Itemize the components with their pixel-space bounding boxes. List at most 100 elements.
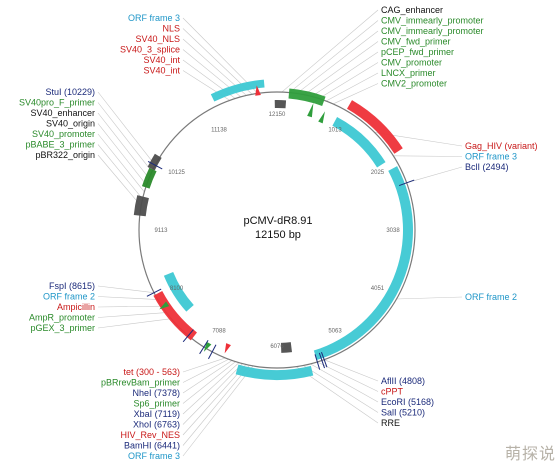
cag-enhancer-block: [274, 100, 287, 109]
enzyme-cut-4: [208, 344, 217, 360]
orf-frame3-top-arc: [210, 79, 265, 102]
leader-line: [393, 155, 463, 157]
tick-label: 7088: [212, 328, 226, 334]
label-top-right: CMV2_promoter: [381, 79, 447, 89]
label-bottom-left: XbaI (7119): [134, 409, 180, 419]
leader-line: [182, 365, 254, 457]
leader-line: [318, 62, 379, 99]
leader-line: [303, 365, 379, 413]
leader-line: [97, 318, 172, 329]
label-right: ORF frame 3: [465, 152, 517, 162]
label-left-mid: Ampicillin: [57, 302, 95, 312]
orf-frame3-right-arc: [332, 116, 386, 168]
label-bottom-right: AflII (4808): [381, 376, 425, 386]
sv40-origin-block: [147, 153, 162, 171]
label-left-mid: ORF frame 2: [43, 292, 95, 302]
label-left: StuI (10229): [45, 87, 95, 97]
leader-line: [324, 359, 379, 382]
label-bottom-right: SalI (5210): [381, 408, 425, 418]
enzyme-cut-1: [320, 351, 328, 368]
label-top-right: CMV_immearly_promoter: [381, 16, 484, 26]
leader-line: [182, 358, 229, 383]
leader-line: [296, 30, 379, 94]
label-top-right: CMV_immearly_promoter: [381, 26, 484, 36]
orf-frame3-bottom-arc: [235, 364, 314, 381]
leader-line: [97, 144, 143, 200]
label-bottom-left: tet (300 - 563): [123, 367, 180, 377]
label-left: pBR322_origin: [35, 150, 95, 160]
leader-line: [310, 363, 379, 403]
tick-label: 12150: [269, 112, 286, 118]
label-bottom-left: ORF frame 3: [128, 451, 180, 461]
tick-label: 11138: [211, 128, 227, 134]
tick-label: 2025: [371, 170, 385, 176]
label-left: SV40_promoter: [32, 129, 95, 139]
tick-label: 8100: [170, 286, 184, 292]
leader-line: [311, 51, 379, 97]
lncx-primer-marker: [318, 111, 325, 124]
tick-label: 10125: [168, 170, 185, 176]
leader-line: [97, 305, 162, 308]
label-right: Gag_HIV (variant): [465, 141, 538, 151]
leader-line: [97, 312, 167, 318]
label-left-mid: FspI (8615): [49, 281, 95, 291]
enzyme-cut-2: [318, 352, 326, 369]
enzyme-cut-3: [314, 354, 321, 370]
enzyme-cut-5: [199, 339, 209, 355]
plasmid-name: pCMV-dR8.91: [243, 215, 312, 227]
feature-layer: [133, 79, 416, 381]
label-left: SV40_origin: [46, 119, 95, 129]
rre-block: [280, 342, 292, 353]
leader-line: [182, 363, 243, 425]
cmv-promoter-arc: [288, 88, 326, 106]
label-left: pBABE_3_primer: [25, 140, 95, 150]
cmv-fwd-primer-marker: [307, 103, 314, 118]
label-left-mid: pGEX_3_primer: [30, 323, 95, 333]
label-left: SV40_enhancer: [30, 108, 95, 118]
label-left: SV40pro_F_primer: [19, 98, 95, 108]
leader-line: [97, 133, 145, 193]
leader-line: [97, 112, 150, 179]
label-top-right: pCEP_fwd_primer: [381, 47, 454, 57]
tick-label: 3038: [386, 228, 400, 234]
label-top-left: SV40_3_splice: [120, 45, 180, 55]
label-right-mid: ORF frame 2: [465, 292, 517, 302]
pbrrevbam-marker: [203, 341, 212, 352]
ampicillin-arc: [153, 291, 197, 341]
leader-line: [182, 28, 253, 95]
enzyme-cut-7: [146, 288, 162, 297]
label-top-left: SV40_NLS: [135, 34, 180, 44]
leader-line: [317, 361, 379, 392]
leader-line: [281, 9, 379, 93]
label-top-left: NLS: [162, 24, 180, 34]
label-top-left: ORF frame 3: [128, 13, 180, 23]
gag-hiv-arc: [347, 100, 403, 154]
leader-line: [406, 166, 463, 184]
leader-line: [97, 154, 142, 207]
leader-lines: [97, 9, 463, 457]
leader-line: [289, 20, 379, 93]
leader-line: [182, 357, 226, 373]
watermark: 萌探说: [504, 444, 556, 463]
leader-line: [182, 360, 233, 394]
label-bottom-right: cPPT: [381, 387, 404, 397]
leader-line: [97, 91, 156, 166]
leader-line: [304, 41, 379, 95]
nls-marker: [255, 85, 261, 96]
leader-line: [97, 296, 158, 300]
label-top-left: SV40_int: [143, 55, 180, 65]
leader-line: [333, 83, 379, 105]
label-bottom-left: XhoI (6763): [133, 420, 180, 430]
leader-line: [182, 17, 259, 94]
label-top-right: LNCX_primer: [381, 68, 436, 78]
feature-labels: ORF frame 3NLSSV40_NLSSV40_3_spliceSV40_…: [19, 5, 538, 461]
label-top-right: CMV_fwd_primer: [381, 37, 451, 47]
backbone-circle: [138, 91, 416, 369]
leader-line: [182, 361, 236, 404]
leader-line: [325, 72, 379, 102]
label-right: BclI (2494): [465, 162, 509, 172]
tick-label: 6076: [270, 344, 284, 350]
sv40-promoter-arc: [141, 167, 157, 189]
label-top-right: CMV_promoter: [381, 58, 442, 68]
